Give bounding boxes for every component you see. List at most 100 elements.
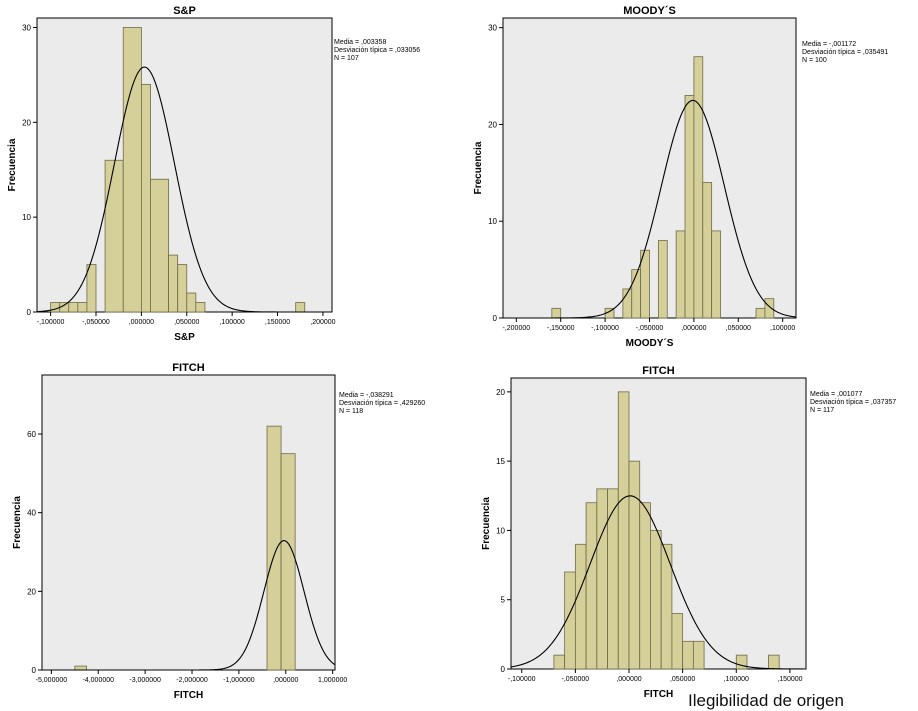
chart4-x-tick-label-6: ,150000 <box>777 676 802 683</box>
chart1-x-tick-label-2: -,050000 <box>82 319 110 326</box>
chart3-x-tick-label-5: -1,000000 <box>223 677 255 684</box>
chart4-y-tick-label-2: 5 <box>501 596 506 605</box>
chart2-x-tick-label-3: -,100000 <box>591 325 619 332</box>
chart2-y-axis-label: Frecuencia <box>473 141 484 194</box>
chart1-stats-line-2: Desviación típica = ,033056 <box>334 47 420 54</box>
chart4-y-tick-label-1: 0 <box>501 665 506 674</box>
chart4-x-tick-label-1: -,100000 <box>508 676 536 683</box>
chart1-y-tick-label-3: 20 <box>22 118 31 127</box>
chart4-bar-13 <box>682 640 694 670</box>
chart2-x-tick-label-5: ,000000 <box>681 325 706 332</box>
chart4-bar-4 <box>585 502 598 670</box>
chart1-x-axis-label: S&P <box>174 332 195 343</box>
chart1-bar-10 <box>168 254 179 313</box>
chart1-plot-area <box>36 17 333 313</box>
chart2-stats-line-3: N = 100 <box>802 57 827 64</box>
chart4-bar-14 <box>692 640 705 670</box>
chart3-x-tick-label-3: -3,000000 <box>129 677 161 684</box>
chart4-y-tick-label-4: 15 <box>496 457 505 466</box>
chart4-stats-line-1: Media = ,001077 <box>810 391 862 398</box>
chart2-x-tick-label-4: -,050000 <box>636 325 664 332</box>
chart3-x-tick-label-1: -5,000000 <box>36 677 68 684</box>
chart2-y-tick-label-3: 20 <box>488 120 497 129</box>
chart2-normal-curve <box>503 99 797 319</box>
chart1-x-tick-label-3: ,000000 <box>129 319 154 326</box>
chart2-bar-1 <box>551 307 562 319</box>
chart4-bar-1 <box>553 654 566 670</box>
chart4-bar-8 <box>628 460 641 670</box>
chart1-bar-4 <box>77 302 88 313</box>
chart3-y-tick-label-3: 40 <box>27 509 36 518</box>
chart2-stats-line-1: Media = -,001172 <box>802 41 856 48</box>
chart1-bar-12 <box>186 292 197 313</box>
chart4-bar-16 <box>768 654 780 670</box>
chart4-x-tick-label-4: ,050000 <box>670 676 695 683</box>
chart2-bar-12 <box>755 307 766 319</box>
chart4-bar-15 <box>735 654 748 670</box>
chart1-normal-curve <box>36 66 332 313</box>
chart1-bar-6 <box>104 159 124 313</box>
chart4-bar-5 <box>596 488 608 670</box>
chart2-bar-4 <box>631 269 642 319</box>
chart1-bar-1 <box>50 302 61 313</box>
chart3-title: FITCH <box>172 362 204 374</box>
chart4-stats-line-2: Desviación típica = ,037357 <box>810 399 896 406</box>
chart4-title: FITCH <box>642 365 674 377</box>
chart3-normal-curve <box>42 540 336 671</box>
chart2-x-axis-label: MOODY´S <box>626 338 674 349</box>
chart3-bar-1 <box>74 665 87 671</box>
chart2-x-tick-label-7: ,100000 <box>770 325 795 332</box>
chart2-bar-11 <box>711 230 721 319</box>
chart1-bar-8 <box>140 83 151 313</box>
chart2-bar-8 <box>684 95 695 319</box>
chart1-bar-5 <box>86 264 97 313</box>
chart1-x-tick-label-6: ,150000 <box>265 319 290 326</box>
chart2-x-tick-label-1: -,200000 <box>502 325 530 332</box>
source-illegibility-note: Ilegibilidad de origen <box>688 691 844 710</box>
chart4-y-axis-label: Frecuencia <box>481 497 492 550</box>
chart1-y-axis-label: Frecuencia <box>7 138 18 191</box>
chart1-y-tick-label-4: 30 <box>22 23 31 32</box>
chart2-y-tick-label-4: 30 <box>488 24 497 33</box>
chart3-x-tick-label-2: -4,000000 <box>82 677 114 684</box>
chart4-y-tick-label-5: 20 <box>496 388 505 397</box>
chart1-stats-line-3: N = 107 <box>334 55 359 62</box>
chart3-stats-line-1: Media = -,038291 <box>339 392 394 399</box>
chart1-x-tick-label-7: ,200000 <box>310 319 335 326</box>
chart2-bar-9 <box>693 56 704 319</box>
chart1-title: S&P <box>173 5 196 17</box>
chart4-bar-6 <box>607 488 619 670</box>
chart1-x-tick-label-4: ,050000 <box>174 319 199 326</box>
chart2-y-tick-label-2: 10 <box>488 217 497 226</box>
chart4-x-tick-label-2: -,050000 <box>562 676 590 683</box>
chart1-x-tick-label-5: ,100000 <box>219 319 244 326</box>
chart3-x-axis-label: FITCH <box>174 690 203 701</box>
chart3-x-tick-label-4: -2,000000 <box>176 677 208 684</box>
chart4-bar-7 <box>617 391 630 670</box>
chart1-bar-14 <box>295 302 306 313</box>
chart3-y-axis-label: Frecuencia <box>12 496 23 549</box>
chart2-bar-10 <box>702 182 713 319</box>
chart3-x-tick-label-6: ,000000 <box>273 677 298 684</box>
chart1-bar-9 <box>150 178 170 313</box>
chart4-bar-11 <box>660 543 673 670</box>
chart4-bar-9 <box>639 502 651 670</box>
chart2-x-tick-label-6: ,050000 <box>726 325 751 332</box>
chart1-bar-7 <box>122 27 142 313</box>
chart3-y-tick-label-2: 20 <box>27 587 36 596</box>
chart2-bar-6 <box>657 240 668 319</box>
chart1-bar-11 <box>177 264 188 313</box>
chart4-stats-line-3: N = 117 <box>810 407 834 414</box>
chart1-x-tick-label-1: -,100000 <box>37 319 65 326</box>
chart2-title: MOODY´S <box>623 5 676 17</box>
chart1-bar-13 <box>195 302 206 313</box>
chart2-stats-line-2: Desviación típica = ,035491 <box>802 49 888 56</box>
chart3-stats-line-2: Desviación típica = ,429260 <box>339 400 425 407</box>
chart4-bar-12 <box>671 613 684 670</box>
chart4-bar-3 <box>574 543 587 670</box>
chart4-x-tick-label-3: ,000000 <box>616 676 641 683</box>
chart2-x-tick-label-2: -,150000 <box>547 325 575 332</box>
chart3-stats-line-3: N = 118 <box>339 408 363 415</box>
chart2-bar-13 <box>764 298 775 319</box>
